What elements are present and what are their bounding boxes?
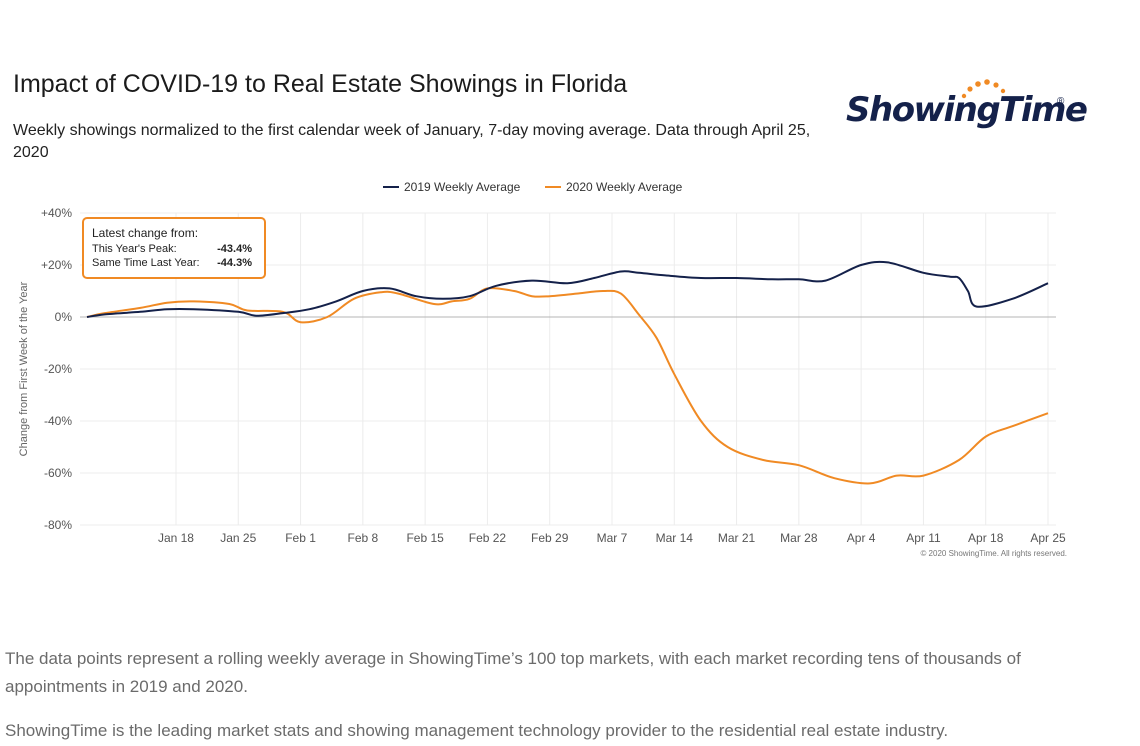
company-paragraph: ShowingTime is the leading market stats …	[5, 721, 949, 740]
y-tick-label: 0%	[55, 310, 73, 324]
x-tick-label: Mar 14	[656, 531, 694, 545]
legend-label: 2019 Weekly Average	[404, 180, 521, 194]
x-tick-label: Apr 25	[1030, 531, 1066, 545]
callout-value: -44.3%	[217, 257, 252, 269]
logo-dots-icon	[961, 79, 1006, 99]
y-tick-label: +20%	[41, 258, 72, 272]
y-axis-label: Change from First Week of the Year	[18, 281, 30, 456]
x-tick-label: Mar 21	[718, 531, 756, 545]
logo-registered-mark: ®	[1057, 96, 1065, 107]
y-tick-label: -20%	[44, 362, 72, 376]
y-tick-label: -60%	[44, 466, 72, 480]
series-line-2019	[86, 260, 1049, 318]
x-tick-label: Apr 11	[906, 531, 941, 545]
callout-heading: Latest change from:	[92, 226, 199, 240]
x-tick-label: Jan 25	[220, 531, 256, 545]
callout-label: Same Time Last Year:	[92, 257, 200, 269]
x-tick-label: Mar 7	[597, 531, 628, 545]
y-tick-label: +40%	[41, 206, 72, 220]
x-tick-label: Jan 18	[158, 531, 194, 545]
copyright-text: © 2020 ShowingTime. All rights reserved.	[920, 549, 1067, 558]
description-paragraph: The data points represent a rolling week…	[5, 649, 1021, 696]
x-tick-label: Apr 18	[968, 531, 1004, 545]
y-tick-label: -80%	[44, 518, 72, 532]
showingtime-logo: ShowingTime ®	[846, 76, 1088, 146]
series-line-2020	[86, 287, 1049, 485]
callout-row: This Year's Peak: -43.4%	[92, 242, 256, 256]
x-tick-label: Feb 15	[406, 531, 444, 545]
y-tick-label: -40%	[44, 414, 72, 428]
logo-text: ShowingTime	[846, 90, 1088, 130]
x-tick-label: Feb 22	[469, 531, 507, 545]
callout-row: Same Time Last Year: -44.3%	[92, 256, 256, 270]
callout-value: -43.4%	[217, 243, 252, 255]
x-tick-label: Feb 1	[285, 531, 316, 545]
page-title: Impact of COVID-19 to Real Estate Showin…	[13, 70, 628, 98]
x-tick-label: Feb 29	[531, 531, 569, 545]
callout-label: This Year's Peak:	[92, 243, 177, 255]
legend-label: 2020 Weekly Average	[566, 180, 683, 194]
x-tick-label: Feb 8	[347, 531, 378, 545]
latest-change-callout: Latest change from: This Year's Peak: -4…	[82, 217, 266, 279]
x-tick-label: Mar 28	[780, 531, 818, 545]
x-tick-label: Apr 4	[847, 531, 876, 545]
page-subtitle: Weekly showings normalized to the first …	[13, 122, 811, 161]
